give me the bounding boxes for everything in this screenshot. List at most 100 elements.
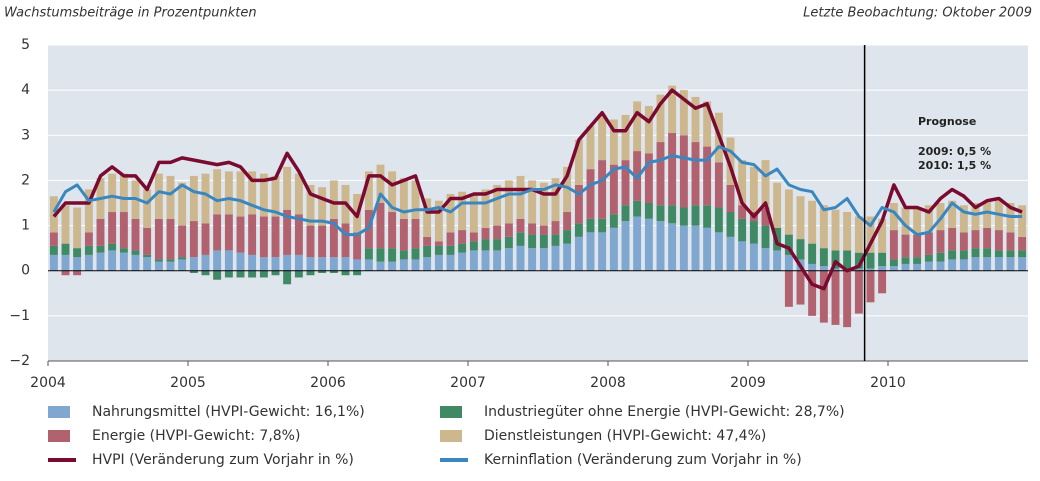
- bar: [318, 225, 327, 258]
- bar: [84, 245, 93, 255]
- bar: [189, 257, 198, 271]
- bar: [889, 259, 898, 267]
- bar: [166, 259, 175, 262]
- bar: [924, 232, 933, 255]
- bar: [1018, 236, 1027, 251]
- bar: [143, 257, 152, 271]
- bar: [609, 119, 618, 165]
- bar: [703, 227, 712, 271]
- bar: [213, 214, 222, 251]
- bar: [644, 218, 653, 271]
- bar: [376, 261, 385, 271]
- bar: [178, 182, 187, 226]
- bar: [586, 126, 595, 170]
- bar: [586, 169, 595, 219]
- line: [52, 88, 1023, 291]
- bar: [889, 266, 898, 271]
- bar: [108, 173, 117, 213]
- bar: [901, 207, 910, 235]
- bar: [178, 257, 187, 260]
- bar: [294, 214, 303, 255]
- bar: [73, 270, 82, 276]
- legend-label: Industriegüter ohne Energie (HVPI-Gewich…: [484, 404, 845, 420]
- bar: [866, 216, 875, 253]
- bar: [1006, 257, 1015, 271]
- bar: [318, 257, 327, 271]
- bar: [644, 105, 653, 154]
- bar: [283, 209, 292, 255]
- bar: [668, 223, 677, 271]
- bar: [854, 216, 863, 253]
- y-tick-label: 0: [21, 263, 30, 279]
- bar: [924, 254, 933, 262]
- bar: [376, 248, 385, 262]
- bar: [609, 227, 618, 271]
- bar: [726, 212, 735, 237]
- bar: [189, 221, 198, 258]
- bar: [294, 173, 303, 215]
- bar: [621, 160, 630, 206]
- bar: [586, 232, 595, 271]
- bar: [119, 212, 128, 249]
- bar: [411, 248, 420, 260]
- bar: [563, 243, 572, 271]
- bar: [236, 270, 245, 278]
- bar: [224, 214, 233, 251]
- bar: [388, 261, 397, 271]
- bar: [423, 198, 432, 237]
- bar: [423, 236, 432, 246]
- bar: [388, 248, 397, 262]
- bar: [633, 216, 642, 271]
- bar: [866, 252, 875, 269]
- bar: [726, 137, 735, 185]
- bar: [621, 221, 630, 271]
- bar: [819, 205, 828, 249]
- bar: [878, 218, 887, 253]
- bar: [73, 248, 82, 258]
- bar: [248, 171, 257, 215]
- bar: [329, 218, 338, 258]
- bar: [364, 248, 373, 260]
- bar: [551, 221, 560, 235]
- bar: [714, 162, 723, 208]
- bar: [341, 223, 350, 258]
- bar: [353, 232, 362, 260]
- legend-swatch: [440, 406, 462, 418]
- bar: [166, 218, 175, 260]
- legend-label: Kerninflation (Veränderung zum Vorjahr i…: [484, 452, 802, 468]
- bar: [726, 184, 735, 213]
- bar: [504, 248, 513, 271]
- x-tick-label: 2005: [170, 375, 206, 391]
- bar: [703, 146, 712, 206]
- bar: [84, 254, 93, 271]
- bar: [878, 266, 887, 271]
- bar: [516, 245, 525, 271]
- bar: [586, 218, 595, 233]
- subtitle: Wachstumsbeiträge in Prozentpunkten: [4, 6, 257, 21]
- bar: [714, 207, 723, 233]
- bar: [388, 171, 397, 213]
- bar: [504, 180, 513, 224]
- bar: [528, 180, 537, 224]
- bar: [691, 205, 700, 226]
- bar: [796, 196, 805, 240]
- bar: [574, 236, 583, 271]
- bar: [831, 270, 840, 325]
- bar: [831, 209, 840, 251]
- bar: [1006, 232, 1015, 251]
- bar: [913, 257, 922, 264]
- bar: [761, 160, 770, 208]
- bar: [259, 270, 268, 278]
- bar: [434, 245, 443, 255]
- y-tick-label: 2: [21, 172, 30, 188]
- bar: [1018, 257, 1027, 271]
- bar: [773, 182, 782, 228]
- bar: [341, 270, 350, 276]
- bar: [143, 227, 152, 255]
- bar: [691, 96, 700, 143]
- annotation: 2010: 1,5 %: [918, 159, 991, 172]
- bar: [143, 254, 152, 258]
- bar: [621, 205, 630, 222]
- bar: [49, 254, 58, 271]
- bar: [61, 254, 70, 271]
